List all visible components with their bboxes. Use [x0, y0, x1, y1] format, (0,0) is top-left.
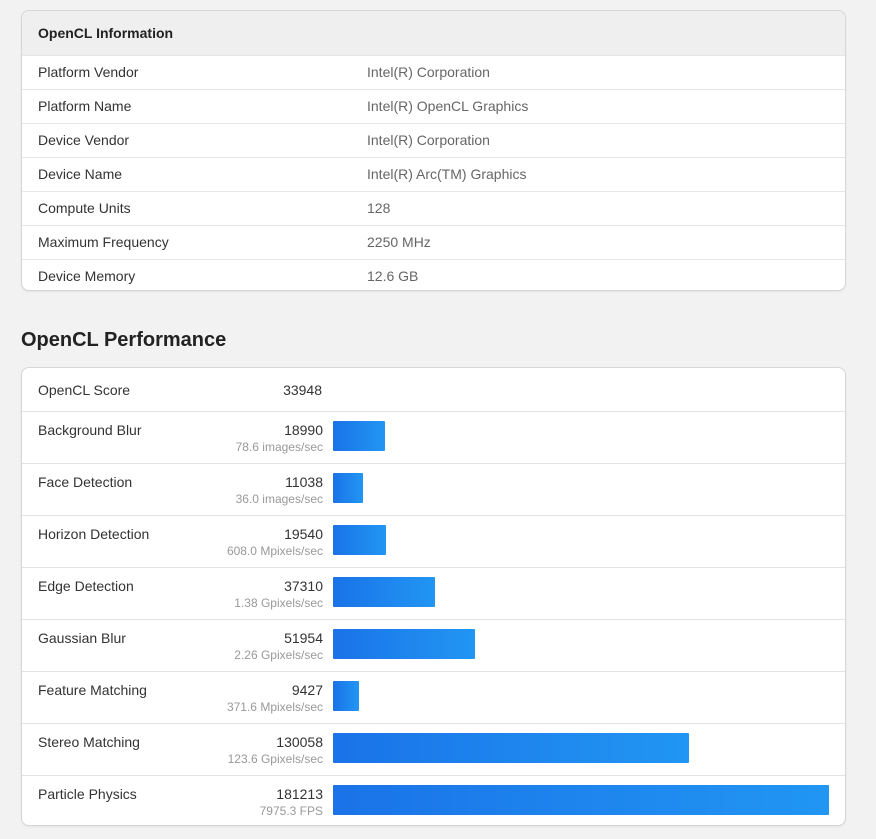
info-row-device-vendor: Device Vendor Intel(R) Corporation: [22, 123, 845, 157]
opencl-performance-card: OpenCL Score 33948 Background Blur 18990 7…: [21, 367, 846, 826]
info-value: Intel(R) Corporation: [367, 64, 490, 80]
info-row-compute-units: Compute Units 128: [22, 191, 845, 225]
info-row-maximum-frequency: Maximum Frequency 2250 MHz: [22, 225, 845, 259]
perf-score: 9427: [291, 682, 323, 698]
perf-score-bar: [333, 473, 363, 503]
info-label: Device Vendor: [38, 132, 130, 148]
perf-score-bar: [333, 681, 359, 711]
perf-score-bar: [333, 629, 475, 659]
perf-row-particle-physics: Particle Physics 181213 7975.3 FPS: [22, 775, 845, 825]
perf-row-stereo-matching: Stereo Matching 130058 123.6 Gpixels/sec: [22, 723, 845, 775]
perf-label: Stereo Matching: [38, 734, 140, 750]
opencl-score-value: 33948: [283, 382, 322, 398]
perf-numbers: 18990 78.6 images/sec: [236, 422, 323, 456]
perf-rate: 36.0 images/sec: [235, 492, 323, 506]
info-label: Device Memory: [38, 268, 136, 284]
perf-rate: 371.6 Mpixels/sec: [226, 700, 323, 714]
perf-label: Horizon Detection: [38, 526, 150, 542]
info-label: Maximum Frequency: [38, 234, 169, 250]
info-value: 128: [367, 200, 391, 216]
opencl-information-card: OpenCL Information Platform Vendor Intel…: [21, 10, 846, 291]
opencl-score-label: OpenCL Score: [38, 382, 131, 398]
info-value: Intel(R) OpenCL Graphics: [367, 98, 529, 114]
perf-rate: 7975.3 FPS: [259, 804, 323, 818]
perf-row-feature-matching: Feature Matching 9427 371.6 Mpixels/sec: [22, 671, 845, 723]
info-value: Intel(R) Corporation: [367, 132, 490, 148]
perf-score-bar: [333, 421, 385, 451]
perf-label: Edge Detection: [38, 578, 134, 594]
perf-numbers: 9427 371.6 Mpixels/sec: [227, 682, 323, 716]
perf-row-horizon-detection: Horizon Detection 19540 608.0 Mpixels/sec: [22, 515, 845, 567]
info-row-platform-name: Platform Name Intel(R) OpenCL Graphics: [22, 89, 845, 123]
info-label: Device Name: [38, 166, 123, 182]
perf-score-bar: [333, 525, 386, 555]
perf-score: 181213: [276, 786, 323, 802]
opencl-score-row: OpenCL Score 33948: [22, 368, 845, 411]
perf-row-edge-detection: Edge Detection 37310 1.38 Gpixels/sec: [22, 567, 845, 619]
perf-label: Face Detection: [38, 474, 133, 490]
perf-rate: 123.6 Gpixels/sec: [227, 752, 323, 766]
perf-rate: 2.26 Gpixels/sec: [234, 648, 323, 662]
perf-score: 18990: [284, 422, 323, 438]
info-row-device-memory: Device Memory 12.6 GB: [22, 259, 845, 290]
perf-rate: 78.6 images/sec: [235, 440, 323, 454]
info-value: Intel(R) Arc(TM) Graphics: [367, 166, 527, 182]
perf-rate: 608.0 Mpixels/sec: [226, 544, 323, 558]
perf-score: 11038: [285, 474, 323, 490]
perf-score: 19540: [284, 526, 323, 542]
perf-score: 130058: [276, 734, 323, 750]
perf-label: Gaussian Blur: [38, 630, 126, 646]
perf-numbers: 19540 608.0 Mpixels/sec: [227, 526, 323, 560]
perf-numbers: 181213 7975.3 FPS: [260, 786, 323, 820]
perf-row-gaussian-blur: Gaussian Blur 51954 2.26 Gpixels/sec: [22, 619, 845, 671]
performance-rows: Background Blur 18990 78.6 images/sec Face …: [22, 411, 845, 825]
info-row-device-name: Device Name Intel(R) Arc(TM) Graphics: [22, 157, 845, 191]
info-label: Platform Vendor: [38, 64, 139, 80]
perf-score-bar: [333, 577, 435, 607]
opencl-information-header: OpenCL Information: [22, 11, 845, 55]
perf-label: Particle Physics: [38, 786, 137, 802]
perf-row-face-detection: Face Detection 11038 36.0 images/sec: [22, 463, 845, 515]
perf-label: Background Blur: [38, 422, 142, 438]
perf-score: 51954: [284, 630, 323, 646]
perf-score-bar: [333, 733, 689, 763]
perf-row-background-blur: Background Blur 18990 78.6 images/sec: [22, 411, 845, 463]
perf-numbers: 51954 2.26 Gpixels/sec: [234, 630, 323, 664]
perf-label: Feature Matching: [38, 682, 147, 698]
perf-score: 37310: [284, 578, 323, 594]
perf-numbers: 11038 36.0 images/sec: [236, 474, 323, 508]
perf-numbers: 130058 123.6 Gpixels/sec: [228, 734, 323, 768]
info-value: 2250 MHz: [367, 234, 431, 250]
info-label: Compute Units: [38, 200, 131, 216]
info-label: Platform Name: [38, 98, 132, 114]
info-row-platform-vendor: Platform Vendor Intel(R) Corporation: [22, 55, 845, 89]
opencl-performance-title: OpenCL Performance: [21, 329, 227, 351]
perf-rate: 1.38 Gpixels/sec: [234, 596, 323, 610]
info-value: 12.6 GB: [367, 268, 419, 284]
perf-numbers: 37310 1.38 Gpixels/sec: [234, 578, 323, 612]
perf-score-bar: [333, 785, 829, 815]
